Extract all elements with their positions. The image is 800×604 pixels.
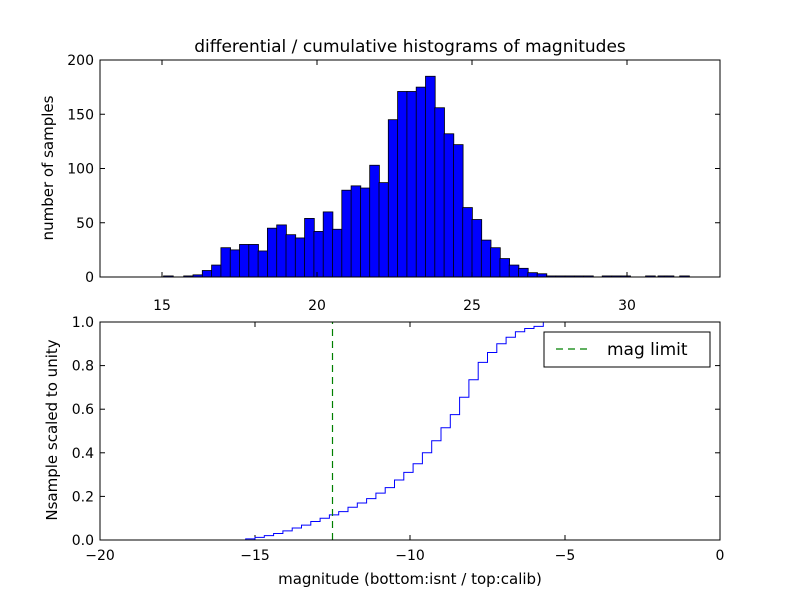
cumulative-x-tick-label: −5 bbox=[555, 548, 576, 564]
cumulative-frame bbox=[99, 321, 721, 541]
histogram-chart: differential / cumulative histograms of … bbox=[39, 37, 721, 314]
histogram-bar bbox=[304, 218, 315, 278]
cumulative-x-label: magnitude (bottom:isnt / top:calib) bbox=[278, 570, 542, 588]
histogram-bar bbox=[471, 219, 483, 278]
histogram-bar bbox=[499, 258, 510, 278]
histogram-bar bbox=[369, 164, 380, 278]
histogram-bar bbox=[452, 144, 464, 278]
cumulative-y-tick-label: 0.6 bbox=[72, 402, 94, 418]
histogram-bar bbox=[341, 189, 352, 278]
histogram-bar bbox=[359, 187, 371, 278]
histogram-bar bbox=[350, 185, 362, 278]
histogram-y-label: number of samples bbox=[39, 95, 57, 240]
histogram-bar bbox=[322, 211, 334, 278]
histogram-y-tick-label: 0 bbox=[85, 270, 94, 286]
cumulative-ticks: −20 −15 −10 −5 0 0.0 0.2 0.4 0.6 0.8 1.0 bbox=[72, 315, 725, 564]
histogram-y-tick-label: 150 bbox=[67, 107, 94, 123]
cumulative-y-tick-label: 1.0 bbox=[72, 315, 94, 331]
histogram-bar bbox=[313, 231, 324, 278]
histogram-bar bbox=[406, 91, 417, 278]
cumulative-x-tick-label: −10 bbox=[395, 548, 425, 564]
histogram-y-tick-label: 50 bbox=[76, 216, 94, 232]
histogram-bar bbox=[294, 237, 306, 278]
histogram-title: differential / cumulative histograms of … bbox=[194, 37, 626, 57]
histogram-bar bbox=[229, 249, 241, 278]
histogram-bar bbox=[387, 119, 399, 278]
cumulative-y-tick-label: 0.2 bbox=[72, 489, 94, 505]
histogram-bar bbox=[239, 244, 250, 278]
histogram-bar bbox=[257, 250, 269, 278]
histogram-bar bbox=[518, 267, 529, 278]
histogram-y-tick-label: 100 bbox=[67, 162, 94, 178]
histogram-bar bbox=[397, 91, 408, 278]
histogram-bar bbox=[527, 272, 538, 278]
histogram-bar bbox=[332, 228, 343, 278]
cumulative-y-tick-label: 0.8 bbox=[72, 359, 94, 375]
histogram-bar bbox=[378, 182, 390, 278]
histogram-bar bbox=[480, 239, 492, 278]
histogram-bar bbox=[266, 227, 278, 278]
histogram-x-tick-label: 30 bbox=[618, 298, 636, 314]
cumulative-x-tick-label: 0 bbox=[716, 548, 725, 564]
histogram-bar bbox=[285, 234, 297, 278]
histogram-bar bbox=[443, 133, 455, 278]
histogram-bar bbox=[201, 270, 213, 278]
legend: mag limit bbox=[543, 331, 711, 368]
histogram-bar bbox=[462, 207, 473, 278]
cumulative-x-tick-label: −15 bbox=[240, 548, 270, 564]
histogram-x-tick-label: 15 bbox=[153, 298, 171, 314]
histogram-ticks: 15 20 25 30 0 50 100 150 200 bbox=[67, 53, 720, 314]
histogram-bar bbox=[425, 75, 436, 278]
cumulative-y-label: Nsample scaled to unity bbox=[43, 339, 61, 520]
histogram-bar bbox=[415, 86, 427, 278]
cumulative-chart: Nsample scaled to unity magnitude (botto… bbox=[43, 315, 724, 588]
histogram-frame bbox=[99, 59, 721, 278]
cumulative-series-line bbox=[100, 321, 720, 541]
histogram-y-tick-label: 200 bbox=[67, 53, 94, 69]
histogram-bar bbox=[490, 247, 501, 278]
legend-entry-mag-limit: mag limit bbox=[607, 340, 688, 360]
cumulative-y-tick-label: 0.4 bbox=[72, 446, 94, 462]
cumulative-lines bbox=[100, 321, 720, 541]
histogram-bar bbox=[508, 264, 520, 278]
histogram-bars bbox=[163, 75, 690, 278]
cumulative-x-tick-label: −20 bbox=[85, 548, 115, 564]
histogram-bar bbox=[434, 107, 445, 278]
histogram-bar bbox=[211, 264, 222, 278]
histogram-bar bbox=[276, 224, 287, 278]
histogram-x-tick-label: 20 bbox=[308, 298, 326, 314]
histogram-bar bbox=[220, 247, 231, 278]
histogram-x-tick-label: 25 bbox=[463, 298, 481, 314]
cumulative-y-tick-label: 0.0 bbox=[72, 533, 94, 549]
histogram-bar bbox=[248, 244, 259, 278]
